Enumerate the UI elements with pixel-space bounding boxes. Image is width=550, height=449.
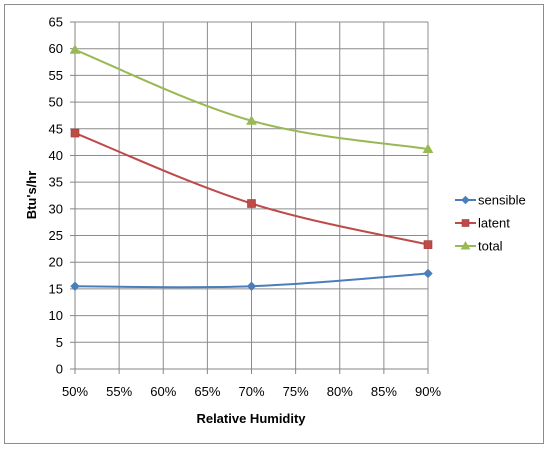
legend-marker-latent	[461, 219, 470, 227]
axes	[70, 21, 429, 374]
x-tick-label: 70%	[238, 384, 264, 399]
series-sensible	[70, 268, 433, 291]
legend-marker-total	[460, 240, 471, 250]
y-tick-label: 35	[49, 175, 63, 190]
point-latent	[70, 128, 80, 138]
x-tick-label: 55%	[106, 384, 132, 399]
series-total	[69, 44, 434, 154]
y-tick-label: 0	[56, 362, 63, 377]
x-tick-label: 80%	[327, 384, 353, 399]
x-tick-label: 60%	[150, 384, 176, 399]
legend-item-latent: latent	[455, 216, 510, 231]
x-tick-label: 75%	[283, 384, 309, 399]
x-tick-label: 50%	[62, 384, 88, 399]
y-tick-label: 20	[49, 255, 63, 270]
y-tick-label: 50	[49, 95, 63, 110]
legend-label: total	[478, 239, 503, 254]
point-latent	[423, 240, 433, 249]
y-tick-label: 10	[49, 308, 63, 323]
x-tick-label: 85%	[371, 384, 397, 399]
point-total	[422, 143, 434, 154]
legend-label: sensible	[478, 193, 526, 208]
y-axis-title: Btu's/hr	[24, 171, 39, 220]
legend-marker-sensible	[461, 195, 470, 205]
point-sensible	[70, 281, 80, 291]
point-latent	[247, 199, 256, 208]
point-total	[69, 44, 81, 54]
y-tick-label: 45	[49, 121, 63, 136]
y-tick-label: 15	[49, 281, 63, 296]
series-group	[69, 44, 434, 291]
legend-item-sensible: sensible	[455, 193, 526, 208]
y-tick-label: 30	[49, 201, 63, 216]
y-tick-label: 40	[49, 148, 63, 163]
y-tick-label: 60	[49, 41, 63, 56]
y-tick-label: 65	[49, 15, 63, 30]
legend-label: latent	[478, 216, 510, 231]
legend-item-total: total	[455, 239, 503, 254]
legend: sensible latent total	[455, 193, 526, 254]
x-tick-label: 65%	[194, 384, 220, 399]
x-tick-label: 90%	[415, 384, 441, 399]
point-total	[246, 115, 257, 125]
y-tick-label: 55	[49, 68, 63, 83]
x-axis-title: Relative Humidity	[196, 411, 306, 426]
point-sensible	[423, 268, 433, 279]
y-tick-label: 5	[56, 335, 63, 350]
y-tick-label: 25	[49, 228, 63, 243]
tick-labels: 0 5 10 15 20 25 30 35 40 45 50 55 60 65 50% 55% 60% 65% 70…	[49, 15, 442, 400]
series-latent	[70, 128, 433, 249]
point-sensible	[246, 281, 257, 291]
